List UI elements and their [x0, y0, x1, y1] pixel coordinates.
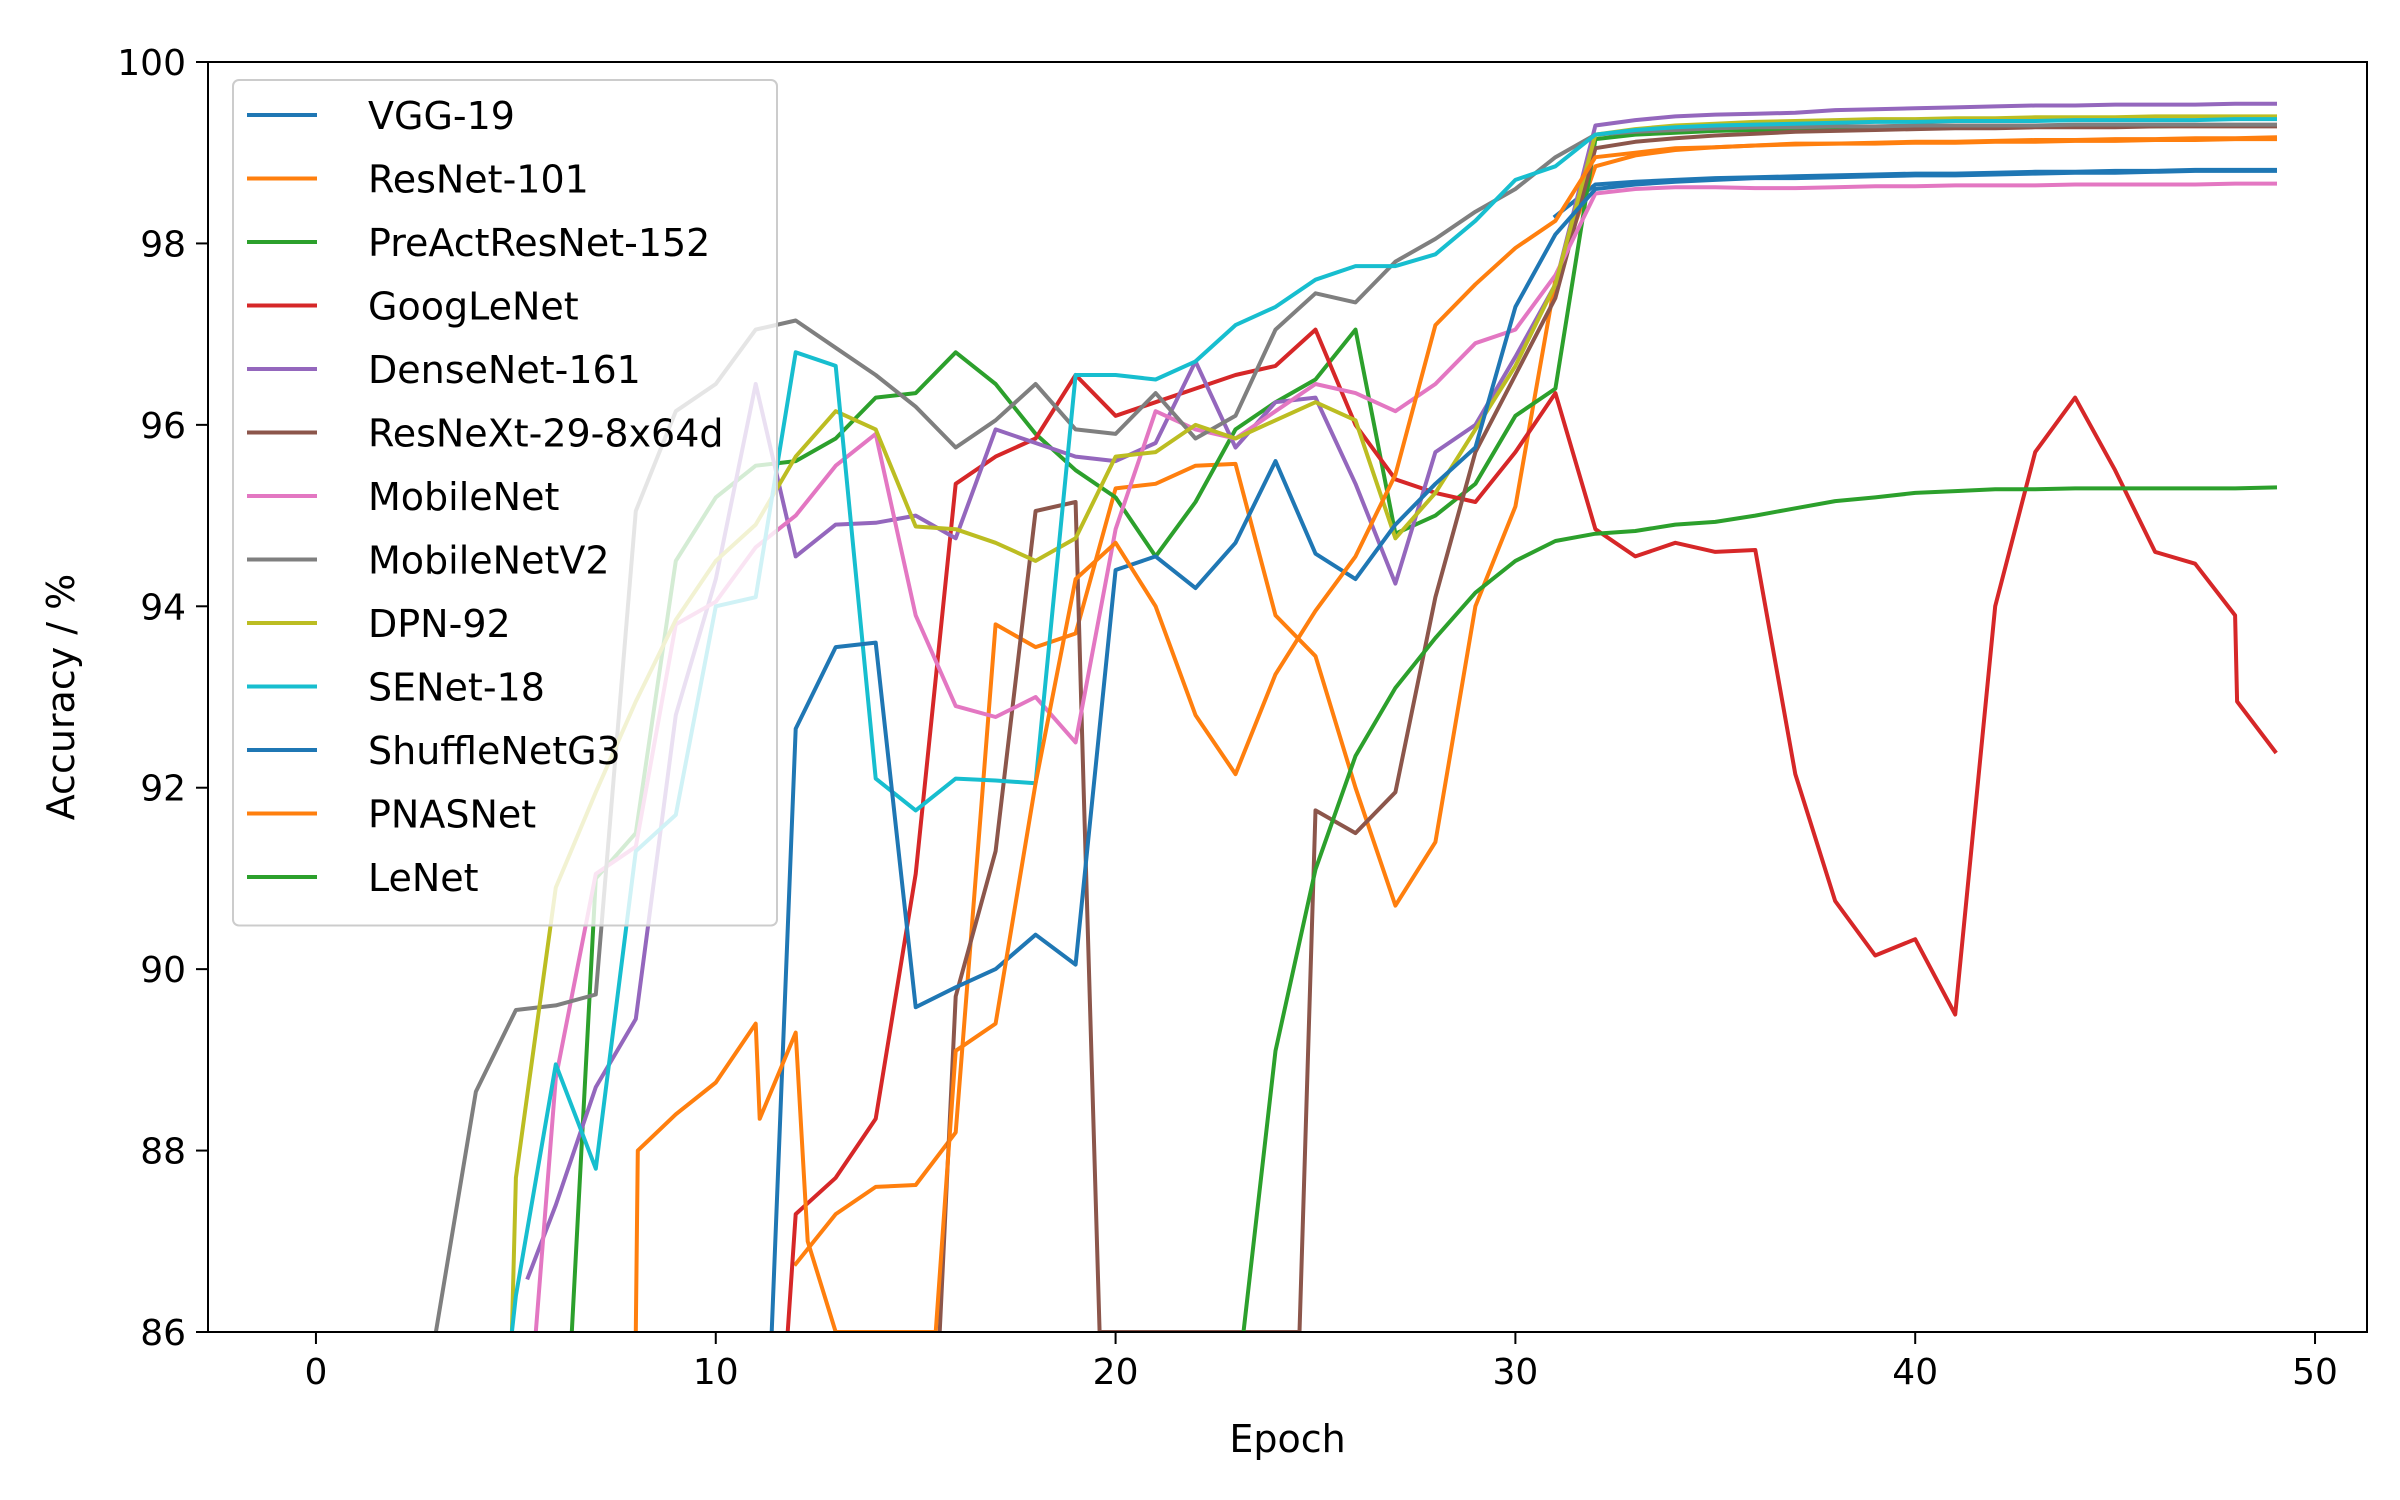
series-line-2: [792, 135, 2278, 1267]
x-axis-label: Epoch: [1229, 1417, 1345, 1461]
legend-item: PNASNet: [247, 793, 536, 837]
legend-label: PreActResNet-152: [368, 221, 710, 265]
legend-box: [232, 79, 778, 927]
series-line-12: [633, 137, 2277, 1332]
series-line-5: [525, 101, 2277, 1281]
series-line-6: [937, 124, 2277, 1332]
legend-item: DenseNet-161: [247, 348, 641, 392]
legend-label: ShuffleNetG3: [368, 729, 621, 773]
y-tick-label: 98: [140, 224, 186, 265]
x-tick-label: 40: [1892, 1352, 1938, 1393]
series-line-7: [533, 181, 2277, 1332]
series-line-13: [1241, 485, 2278, 1332]
legend-item: LeNet: [247, 856, 479, 900]
y-tick-label: 92: [140, 769, 186, 810]
legend-label: PNASNet: [368, 793, 536, 837]
legend: VGG-19 ResNet-101 PreActResNet-152 GoogLeNe…: [232, 79, 778, 927]
legend-item: ShuffleNetG3: [247, 729, 621, 773]
legend-label: LeNet: [368, 856, 479, 900]
plot-area: [433, 101, 2278, 1332]
y-tick-label: 86: [140, 1313, 186, 1354]
x-tick-label: 0: [304, 1352, 327, 1393]
y-tick-label: 88: [140, 1132, 186, 1173]
legend-item: MobileNetV2: [247, 539, 610, 583]
legend-item: GoogLeNet: [247, 285, 579, 329]
y-tick-label: 90: [140, 950, 186, 991]
legend-item: PreActResNet-152: [247, 221, 710, 265]
x-tick-label: 10: [693, 1352, 739, 1393]
legend-label: DPN-92: [368, 602, 511, 646]
legend-label: GoogLeNet: [368, 285, 579, 329]
x-tick-label: 50: [2292, 1352, 2338, 1393]
series-line-11: [769, 168, 2277, 1332]
legend-label: VGG-19: [368, 94, 515, 138]
series-line-4: [785, 327, 2278, 1332]
legend-label: ResNet-101: [368, 158, 589, 202]
y-tick-label: 96: [140, 406, 186, 447]
x-tick-label: 20: [1093, 1352, 1139, 1393]
legend-item: DPN-92: [247, 602, 511, 646]
plot-frame: [207, 61, 2368, 1333]
y-tick-label: 94: [140, 587, 186, 628]
legend-label: DenseNet-161: [368, 348, 641, 392]
legend-item: ResNeXt-29-8x64d: [247, 412, 724, 456]
legend-label: ResNeXt-29-8x64d: [368, 412, 724, 456]
y-tick-label: 100: [117, 43, 186, 84]
axes: 0 10 20 30 40 50 86 88 90 92 94 96 98 100: [117, 43, 2368, 1393]
legend-item: MobileNet: [247, 475, 559, 519]
legend-item: VGG-19: [247, 94, 515, 138]
y-axis-label: Accuracy / %: [39, 574, 83, 821]
series-line-3: [569, 123, 2277, 1332]
legend-label: MobileNetV2: [368, 539, 610, 583]
legend-item: SENet-18: [247, 666, 545, 710]
legend-label: MobileNet: [368, 475, 559, 519]
x-tick-label: 30: [1492, 1352, 1538, 1393]
legend-item: ResNet-101: [247, 158, 589, 202]
legend-label: SENet-18: [368, 666, 545, 710]
